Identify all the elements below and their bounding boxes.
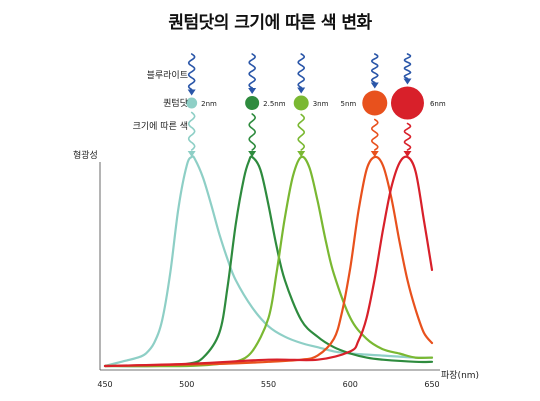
quantum-dot-label: 퀀텀닷 bbox=[163, 97, 188, 109]
emission-curve-2 bbox=[103, 155, 434, 368]
y-axis-label: 형광성 bbox=[73, 149, 98, 161]
x-tick-label: 650 bbox=[424, 380, 439, 389]
x-axis-label: 파장(nm) bbox=[441, 370, 479, 381]
x-tick-label: 450 bbox=[97, 380, 112, 389]
emission-curve-5 bbox=[103, 155, 434, 368]
dot-size-label-4: 5nm bbox=[341, 100, 357, 108]
quantum-dot-4 bbox=[362, 90, 388, 116]
emitted-light-arrow-3 bbox=[297, 151, 306, 157]
dot-size-label-2: 2.5nm bbox=[263, 100, 286, 108]
emitted-light-arrow-4 bbox=[370, 151, 379, 157]
dot-size-label-1: 2nm bbox=[201, 100, 217, 108]
dot-illustrations: 2nm 2.5nm 3nm 5nm 6nm bbox=[186, 53, 446, 157]
emission-curve-3 bbox=[103, 155, 434, 368]
blue-light-arrow-3 bbox=[297, 87, 306, 94]
emitted-light-wave-1 bbox=[187, 111, 196, 151]
emission-curves bbox=[103, 155, 434, 368]
emitted-light-arrow-1 bbox=[187, 151, 196, 157]
quantum-dot-1 bbox=[186, 97, 198, 109]
x-tick-label: 600 bbox=[343, 380, 358, 389]
emitted-light-wave-2 bbox=[248, 113, 257, 151]
page-title: 퀀텀닷의 크기에 따른 색 변화 bbox=[168, 13, 372, 33]
blue-light-arrow-5 bbox=[403, 78, 412, 85]
emitted-light-arrow-5 bbox=[403, 151, 412, 157]
blue-light-wave-5 bbox=[403, 53, 412, 80]
blue-light-wave-4 bbox=[370, 53, 379, 84]
quantum-dot-5 bbox=[390, 86, 424, 120]
blue-light-wave-3 bbox=[297, 53, 306, 89]
color-by-size-label: 크기에 따른 색 bbox=[133, 121, 188, 132]
dot-size-label-5: 6nm bbox=[430, 100, 446, 108]
emission-curve-1 bbox=[103, 155, 434, 368]
emitted-light-wave-5 bbox=[403, 122, 412, 151]
dot-size-label-3: 3nm bbox=[313, 100, 329, 108]
x-tick-label: 550 bbox=[261, 380, 276, 389]
chart-axes: 450 500 550 600 650 bbox=[97, 162, 440, 389]
blue-light-label: 블루라이트 bbox=[147, 70, 188, 81]
emitted-light-wave-4 bbox=[370, 118, 379, 151]
blue-light-arrow-4 bbox=[370, 82, 379, 89]
x-tick-label: 500 bbox=[179, 380, 194, 389]
emitted-light-arrow-2 bbox=[248, 151, 257, 157]
blue-light-wave-1 bbox=[187, 53, 196, 91]
emission-curve-4 bbox=[103, 155, 434, 368]
emitted-light-wave-3 bbox=[297, 113, 306, 151]
blue-light-arrow-1 bbox=[187, 89, 196, 96]
quantum-dot-2 bbox=[245, 96, 260, 110]
blue-light-arrow-2 bbox=[248, 88, 257, 94]
quantum-dot-3 bbox=[293, 95, 309, 111]
blue-light-wave-2 bbox=[248, 53, 257, 89]
